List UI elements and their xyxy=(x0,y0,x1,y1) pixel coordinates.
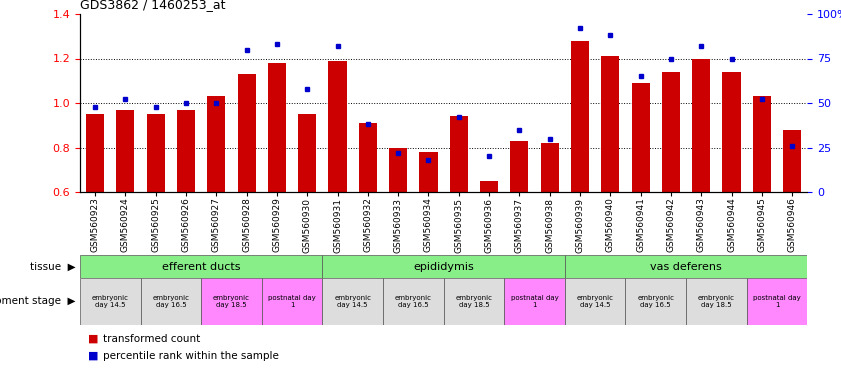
Bar xyxy=(783,130,801,192)
Bar xyxy=(389,147,407,192)
Bar xyxy=(510,141,528,192)
Bar xyxy=(262,278,322,325)
Bar xyxy=(329,61,346,192)
Bar xyxy=(753,96,771,192)
Text: vas deferens: vas deferens xyxy=(650,262,722,271)
Bar xyxy=(80,255,322,278)
Bar xyxy=(322,278,383,325)
Bar xyxy=(632,83,650,192)
Text: ■: ■ xyxy=(88,351,98,361)
Text: ■: ■ xyxy=(88,334,98,344)
Text: postnatal day
1: postnatal day 1 xyxy=(268,295,316,308)
Bar xyxy=(601,56,620,192)
Bar xyxy=(322,255,565,278)
Bar xyxy=(237,74,256,192)
Bar xyxy=(480,181,498,192)
Bar xyxy=(116,110,135,192)
Bar xyxy=(686,278,747,325)
Bar xyxy=(80,278,140,325)
Bar xyxy=(541,143,558,192)
Bar xyxy=(450,116,468,192)
Bar xyxy=(626,278,686,325)
Text: embryonic
day 16.5: embryonic day 16.5 xyxy=(152,295,189,308)
Bar xyxy=(444,278,505,325)
Bar xyxy=(420,152,437,192)
Bar xyxy=(267,63,286,192)
Text: epididymis: epididymis xyxy=(413,262,474,271)
Bar xyxy=(383,278,443,325)
Bar xyxy=(571,41,589,192)
Bar xyxy=(747,278,807,325)
Text: embryonic
day 18.5: embryonic day 18.5 xyxy=(698,295,735,308)
Bar xyxy=(359,123,377,192)
Bar xyxy=(565,278,626,325)
Bar xyxy=(86,114,104,192)
Text: embryonic
day 14.5: embryonic day 14.5 xyxy=(92,295,129,308)
Text: tissue  ▶: tissue ▶ xyxy=(30,262,76,271)
Bar xyxy=(201,278,262,325)
Bar xyxy=(505,278,565,325)
Bar xyxy=(662,72,680,192)
Text: embryonic
day 14.5: embryonic day 14.5 xyxy=(334,295,371,308)
Bar xyxy=(207,96,225,192)
Bar xyxy=(140,278,201,325)
Bar xyxy=(146,114,165,192)
Text: embryonic
day 16.5: embryonic day 16.5 xyxy=(637,295,674,308)
Bar xyxy=(177,110,195,192)
Bar xyxy=(298,114,316,192)
Text: percentile rank within the sample: percentile rank within the sample xyxy=(103,351,279,361)
Text: development stage  ▶: development stage ▶ xyxy=(0,296,76,306)
Text: transformed count: transformed count xyxy=(103,334,201,344)
Text: embryonic
day 18.5: embryonic day 18.5 xyxy=(456,295,493,308)
Text: embryonic
day 16.5: embryonic day 16.5 xyxy=(394,295,431,308)
Text: postnatal day
1: postnatal day 1 xyxy=(754,295,801,308)
Bar xyxy=(565,255,807,278)
Text: efferent ducts: efferent ducts xyxy=(161,262,241,271)
Bar xyxy=(722,72,741,192)
Text: postnatal day
1: postnatal day 1 xyxy=(510,295,558,308)
Text: GDS3862 / 1460253_at: GDS3862 / 1460253_at xyxy=(80,0,225,12)
Text: embryonic
day 18.5: embryonic day 18.5 xyxy=(213,295,250,308)
Text: embryonic
day 14.5: embryonic day 14.5 xyxy=(577,295,614,308)
Bar xyxy=(692,58,711,192)
